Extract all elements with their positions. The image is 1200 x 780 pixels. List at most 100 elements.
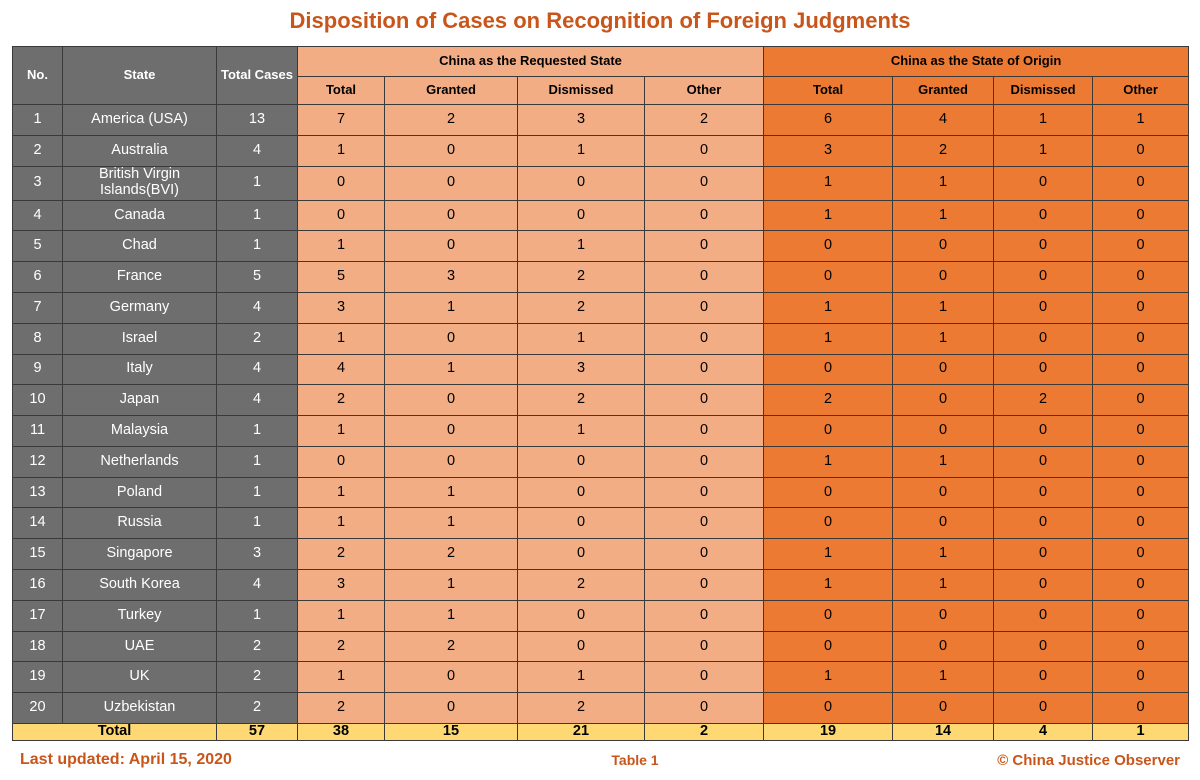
- cell-origin-granted: 0: [892, 507, 995, 540]
- cell-requested-granted: 0: [384, 165, 518, 201]
- cell-requested-other: 0: [643, 507, 765, 540]
- cell-requested-dismissed: 1: [517, 134, 645, 167]
- cell-origin-total: 6: [763, 104, 894, 136]
- cell-origin-total: 0: [763, 230, 894, 263]
- cell-requested-other: 0: [643, 415, 765, 447]
- cell-state: Russia: [62, 507, 217, 540]
- cell-state: Netherlands: [62, 445, 217, 478]
- table-row: 9 Italy 4 4 1 3 0 0 0 0 0: [12, 353, 1190, 386]
- cell-state: Japan: [62, 384, 217, 417]
- cell-origin-dismissed: 0: [993, 322, 1094, 355]
- cell-no: 1: [12, 104, 63, 136]
- cell-origin-dismissed: 0: [993, 599, 1094, 632]
- cell-requested-dismissed: 3: [517, 353, 645, 386]
- cell-requested-granted: 1: [384, 291, 518, 324]
- cell-origin-total: 1: [763, 538, 894, 571]
- cell-origin-total: 0: [763, 415, 894, 447]
- cell-requested-total: 1: [297, 134, 385, 167]
- header-origin-other: Other: [1092, 76, 1190, 105]
- cell-total-cases: 4: [216, 569, 298, 601]
- cell-requested-other: 0: [643, 261, 765, 293]
- cell-no: 7: [12, 291, 63, 324]
- cell-total-cases: 3: [216, 538, 298, 571]
- table-row: 15 Singapore 3 2 2 0 0 1 1 0 0: [12, 538, 1190, 571]
- cases-table: No. State Total Cases China as the Reque…: [12, 46, 1190, 741]
- cell-origin-dismissed: 0: [993, 415, 1094, 447]
- cell-requested-granted: 0: [384, 692, 518, 725]
- cell-origin-total: 0: [763, 353, 894, 386]
- cell-origin-other: 0: [1092, 134, 1190, 167]
- cell-requested-granted: 0: [384, 384, 518, 417]
- cell-state: British Virgin Islands(BVI): [62, 165, 217, 201]
- cell-origin-total: 1: [763, 165, 894, 201]
- cell-total-cases: 13: [216, 104, 298, 136]
- cell-requested-dismissed: 2: [517, 384, 645, 417]
- cell-requested-dismissed: 1: [517, 230, 645, 263]
- cell-origin-other: 0: [1092, 507, 1190, 540]
- cell-requested-total: 4: [297, 353, 385, 386]
- cell-requested-other: 0: [643, 599, 765, 632]
- cell-origin-granted: 0: [892, 415, 995, 447]
- cell-origin-dismissed: 0: [993, 630, 1094, 663]
- cell-requested-total: 0: [297, 445, 385, 478]
- cell-requested-total: 1: [297, 415, 385, 447]
- cell-requested-granted: 2: [384, 538, 518, 571]
- cell-origin-granted: 0: [892, 384, 995, 417]
- cell-state: Australia: [62, 134, 217, 167]
- cell-origin-granted: 1: [892, 569, 995, 601]
- cell-requested-dismissed: 2: [517, 261, 645, 293]
- cell-requested-other: 0: [643, 569, 765, 601]
- cell-origin-dismissed: 2: [993, 384, 1094, 417]
- cell-origin-dismissed: 1: [993, 134, 1094, 167]
- cell-no: 14: [12, 507, 63, 540]
- cell-requested-other: 0: [643, 291, 765, 324]
- table-row: 1 America (USA) 13 7 2 3 2 6 4 1 1: [12, 104, 1190, 136]
- cell-origin-granted: 0: [892, 630, 995, 663]
- cell-origin-other: 0: [1092, 353, 1190, 386]
- cell-state: Malaysia: [62, 415, 217, 447]
- cell-state: Germany: [62, 291, 217, 324]
- cell-requested-other: 0: [643, 165, 765, 201]
- cell-total-cases: 4: [216, 134, 298, 167]
- cell-total-cases: 1: [216, 199, 298, 232]
- cell-state: Israel: [62, 322, 217, 355]
- cell-requested-granted: 1: [384, 507, 518, 540]
- cell-origin-total: 2: [763, 384, 894, 417]
- cell-requested-dismissed: 2: [517, 569, 645, 601]
- cell-requested-dismissed: 3: [517, 104, 645, 136]
- cell-no: 20: [12, 692, 63, 725]
- total-origin-granted: 14: [892, 723, 995, 741]
- header-requested-other: Other: [643, 76, 765, 105]
- cell-requested-dismissed: 0: [517, 165, 645, 201]
- cell-origin-dismissed: 0: [993, 661, 1094, 694]
- cell-requested-total: 1: [297, 507, 385, 540]
- cell-requested-dismissed: 1: [517, 322, 645, 355]
- cell-total-cases: 1: [216, 415, 298, 447]
- table-row: 20 Uzbekistan 2 2 0 2 0 0 0 0 0: [12, 692, 1190, 725]
- header-state-of-origin: China as the State of Origin: [763, 46, 1190, 77]
- total-requested-granted: 15: [384, 723, 518, 741]
- total-requested-dismissed: 21: [517, 723, 645, 741]
- cell-requested-granted: 0: [384, 415, 518, 447]
- cell-requested-granted: 1: [384, 569, 518, 601]
- cell-total-cases: 5: [216, 261, 298, 293]
- cell-requested-total: 7: [297, 104, 385, 136]
- cell-requested-total: 1: [297, 661, 385, 694]
- cell-no: 3: [12, 165, 63, 201]
- cell-origin-other: 0: [1092, 476, 1190, 509]
- cell-origin-granted: 0: [892, 261, 995, 293]
- table-row: 5 Chad 1 1 0 1 0 0 0 0 0: [12, 230, 1190, 263]
- cell-requested-dismissed: 0: [517, 199, 645, 232]
- cell-no: 15: [12, 538, 63, 571]
- cell-origin-other: 1: [1092, 104, 1190, 136]
- cell-origin-dismissed: 0: [993, 165, 1094, 201]
- cell-origin-other: 0: [1092, 569, 1190, 601]
- cell-origin-other: 0: [1092, 599, 1190, 632]
- cell-origin-dismissed: 0: [993, 507, 1094, 540]
- cell-requested-dismissed: 0: [517, 507, 645, 540]
- cell-total-cases: 1: [216, 445, 298, 478]
- cell-origin-dismissed: 0: [993, 569, 1094, 601]
- cell-origin-granted: 4: [892, 104, 995, 136]
- cell-origin-dismissed: 0: [993, 230, 1094, 263]
- cell-origin-other: 0: [1092, 692, 1190, 725]
